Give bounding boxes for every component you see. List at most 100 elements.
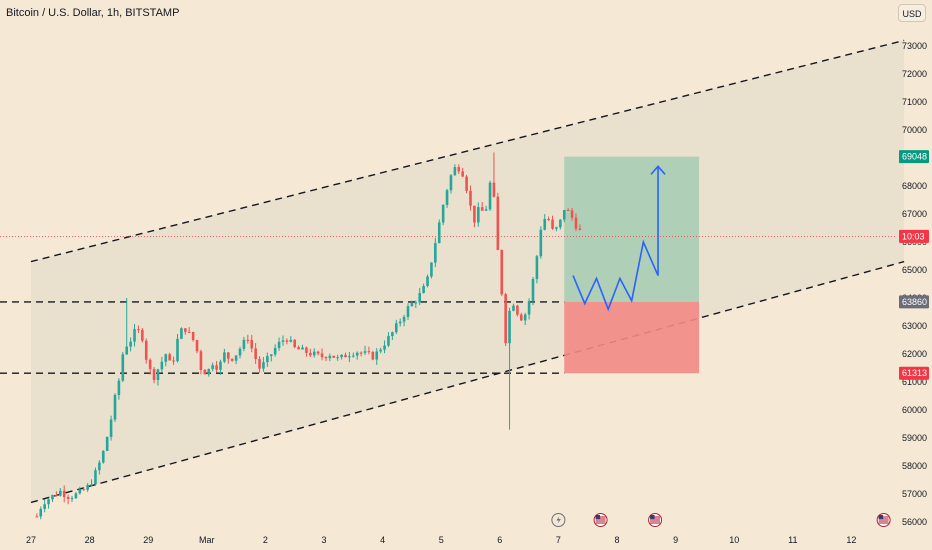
projection-path[interactable] — [572, 166, 659, 312]
candle-body — [453, 167, 457, 176]
candle-body — [160, 361, 164, 370]
loss-zone[interactable] — [564, 301, 700, 374]
candle-body — [363, 351, 367, 353]
candle-body — [172, 360, 175, 362]
candle-body — [562, 209, 566, 220]
candle-body — [566, 209, 570, 211]
candle-body — [492, 182, 496, 197]
x-tick-label: 4 — [380, 535, 385, 545]
y-tick-label: 73000 — [902, 41, 927, 51]
price-badge-bg — [899, 295, 929, 309]
candle-body — [449, 175, 453, 191]
x-tick-label: 5 — [439, 535, 444, 545]
candle-body — [273, 348, 277, 355]
candle-body — [281, 340, 285, 342]
candle-body — [82, 489, 86, 491]
candle-body — [246, 339, 250, 341]
candle-body — [328, 355, 332, 359]
candle-body — [410, 302, 414, 307]
candle-body — [90, 484, 93, 486]
x-tick-label: 8 — [614, 535, 619, 545]
candle-body — [387, 336, 390, 346]
candle-body — [242, 339, 246, 349]
candle-body — [414, 302, 418, 304]
candle-body — [66, 496, 70, 499]
candle-body — [55, 495, 58, 497]
currency-button[interactable]: USD — [898, 4, 926, 22]
price-badge-label: 63860 — [902, 297, 927, 307]
x-tick-label: 3 — [321, 535, 326, 545]
candle-body — [133, 329, 136, 342]
candle-body — [223, 352, 226, 362]
channel-fill — [31, 40, 905, 503]
y-tick-label: 63000 — [902, 321, 927, 331]
candle-body — [309, 352, 312, 356]
x-tick-label: 6 — [497, 535, 502, 545]
candle-body — [398, 321, 402, 324]
lightning-icon[interactable] — [551, 513, 566, 527]
y-tick-label: 58000 — [902, 461, 927, 471]
candle-body — [426, 276, 429, 287]
candle-body — [184, 328, 187, 332]
candle-body — [195, 340, 199, 352]
candle-body — [379, 349, 382, 352]
candle-body — [59, 490, 62, 496]
candle-body — [121, 354, 125, 381]
candle-body — [285, 340, 289, 342]
candle-body — [480, 207, 484, 211]
profit-zone[interactable] — [564, 156, 700, 302]
candle-body — [437, 222, 441, 244]
channel-upper-line[interactable] — [30, 39, 905, 263]
x-tick-label: 9 — [673, 535, 678, 545]
candle-body — [129, 341, 132, 347]
candle-body — [531, 279, 535, 302]
symbol-title: Bitcoin / U.S. Dollar, 1h, BITSTAMP — [6, 7, 180, 19]
candle-body — [289, 339, 293, 342]
candle-body — [117, 380, 121, 396]
candle-body — [340, 354, 343, 358]
candle-body — [113, 395, 117, 420]
candle-body — [109, 419, 113, 437]
candle-body — [168, 354, 171, 361]
channel-layer — [30, 39, 905, 504]
candle-body — [320, 353, 324, 358]
price-badge: 69048 — [899, 150, 929, 164]
channel-lower-line[interactable] — [30, 260, 905, 504]
candle-body — [543, 218, 547, 230]
candle-body — [262, 362, 265, 369]
price-badge: 63860 — [899, 295, 929, 309]
y-tick-label: 70000 — [902, 125, 927, 135]
candle-body — [203, 369, 207, 375]
candle-body — [215, 365, 218, 370]
candle-body — [355, 352, 359, 356]
candle-body — [74, 493, 78, 499]
candle-body — [316, 351, 320, 354]
candle-body — [35, 516, 39, 518]
candle-body — [383, 345, 386, 350]
candle-body — [406, 306, 410, 317]
candle-body — [293, 339, 296, 348]
lightning-icon-bolt — [556, 516, 561, 524]
y-tick-label: 59000 — [902, 433, 927, 443]
candle-body — [125, 346, 129, 355]
price-badge: 61313 — [899, 366, 929, 380]
candle-body — [344, 354, 347, 358]
us-flag-icon[interactable] — [876, 513, 891, 527]
us-flag-icon[interactable] — [648, 513, 663, 527]
candle-body — [258, 358, 261, 369]
price-badge-label: 10:03 — [902, 231, 925, 241]
candle-body — [477, 207, 480, 223]
us-flag-icon[interactable] — [593, 513, 608, 527]
candle-body — [234, 355, 238, 361]
candle-body — [465, 176, 468, 191]
y-tick-label: 56000 — [902, 517, 927, 527]
candle-body — [51, 495, 54, 500]
candle-body — [152, 369, 156, 380]
y-tick-label: 72000 — [902, 69, 927, 79]
candle-body — [176, 338, 179, 362]
candle-body — [570, 210, 574, 218]
candle-body — [269, 354, 273, 357]
time-axis: 27 28 29 Mar 2 3 4 5 6 7 8 9 10 11 12 — [26, 535, 856, 545]
